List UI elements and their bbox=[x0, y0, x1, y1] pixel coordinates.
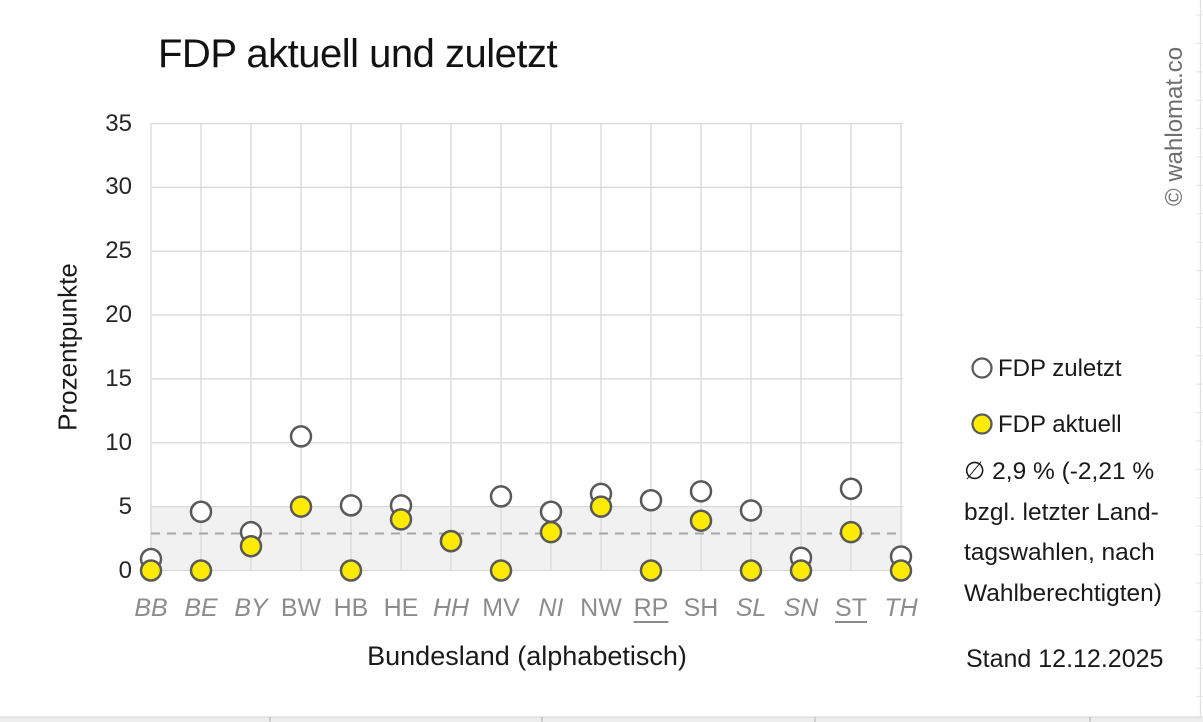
x-category-label-st: ST bbox=[835, 594, 867, 622]
x-category-label-sl: SL bbox=[735, 594, 767, 622]
data-point-zuletzt bbox=[689, 480, 713, 503]
annotation-line: tagswahlen, nach bbox=[964, 539, 1155, 566]
data-point-zuletzt bbox=[839, 477, 863, 501]
x-category-label-sh: SH bbox=[683, 594, 719, 622]
x-axis-title: Bundesland (alphabetisch) bbox=[367, 641, 687, 671]
data-point-aktuell bbox=[639, 559, 663, 582]
data-point-aktuell bbox=[189, 559, 213, 582]
data-point-aktuell bbox=[389, 508, 413, 531]
data-point-zuletzt bbox=[189, 500, 213, 524]
y-tick-label: 5 bbox=[118, 492, 132, 520]
x-category-label-mv: MV bbox=[482, 594, 520, 622]
data-point-zuletzt bbox=[289, 425, 313, 448]
data-point-aktuell bbox=[289, 495, 313, 518]
data-point-aktuell bbox=[239, 534, 263, 558]
data-point-aktuell bbox=[589, 495, 613, 518]
data-point-aktuell bbox=[689, 509, 713, 532]
data-point-aktuell bbox=[339, 559, 363, 582]
watermark: © wahlomat.co bbox=[1161, 46, 1188, 206]
y-tick-label: 35 bbox=[105, 109, 132, 137]
y-tick-label: 25 bbox=[105, 237, 132, 265]
data-point-aktuell bbox=[439, 529, 463, 553]
y-tick-label: 20 bbox=[105, 301, 132, 329]
x-category-label-be: BE bbox=[184, 594, 218, 622]
data-point-aktuell bbox=[839, 520, 863, 544]
legend-marker-open-circle-icon bbox=[971, 357, 993, 379]
data-point-zuletzt bbox=[739, 499, 763, 522]
legend-label-zuletzt: FDP zuletzt bbox=[998, 355, 1122, 382]
x-category-label-bb: BB bbox=[134, 594, 168, 622]
data-point-aktuell bbox=[789, 559, 813, 582]
x-category-label-rp: RP bbox=[633, 594, 669, 622]
x-category-label-ni: NI bbox=[538, 594, 564, 622]
data-point-aktuell bbox=[139, 559, 163, 582]
y-tick-label: 0 bbox=[118, 556, 132, 584]
y-axis-title: Prozentpunkte bbox=[52, 263, 83, 431]
x-category-label-by: BY bbox=[234, 594, 268, 622]
y-tick-label: 15 bbox=[105, 364, 132, 392]
data-point-aktuell bbox=[489, 559, 513, 582]
annotation-line: ∅ 2,9 % (-2,21 % bbox=[964, 458, 1155, 485]
data-point-zuletzt bbox=[339, 494, 363, 517]
data-point-zuletzt bbox=[489, 485, 513, 508]
annotation-line: bzgl. letzter Land- bbox=[964, 498, 1159, 526]
y-tick-label: 30 bbox=[105, 173, 132, 201]
data-point-aktuell bbox=[539, 520, 563, 544]
x-category-label-hb: HB bbox=[333, 594, 369, 622]
x-category-label-nw: NW bbox=[580, 594, 622, 622]
x-category-label-sn: SN bbox=[783, 594, 819, 622]
x-category-label-bw: BW bbox=[280, 594, 322, 622]
x-category-label-hh: HH bbox=[432, 594, 470, 622]
reference-band bbox=[151, 506, 903, 571]
x-category-label-he: HE bbox=[383, 594, 419, 622]
legend-label-aktuell: FDP aktuell bbox=[998, 411, 1122, 438]
y-tick-label: 10 bbox=[105, 428, 132, 456]
data-point-zuletzt bbox=[539, 500, 563, 524]
data-point-aktuell bbox=[739, 559, 763, 582]
legend-marker-filled-circle-icon bbox=[971, 413, 993, 435]
stand-date: Stand 12.12.2025 bbox=[966, 645, 1164, 673]
x-category-label-th: TH bbox=[884, 594, 918, 622]
annotation-line: Wahlberechtigten) bbox=[964, 579, 1162, 607]
data-point-aktuell bbox=[889, 559, 913, 582]
sheet-bottom-strip bbox=[0, 717, 1203, 722]
data-point-zuletzt bbox=[639, 489, 663, 512]
chart-title: FDP aktuell und zuletzt bbox=[158, 32, 558, 76]
average-annotation: ∅ 2,9 % (-2,21 % bzgl. letzter Land- tag… bbox=[964, 452, 1162, 614]
